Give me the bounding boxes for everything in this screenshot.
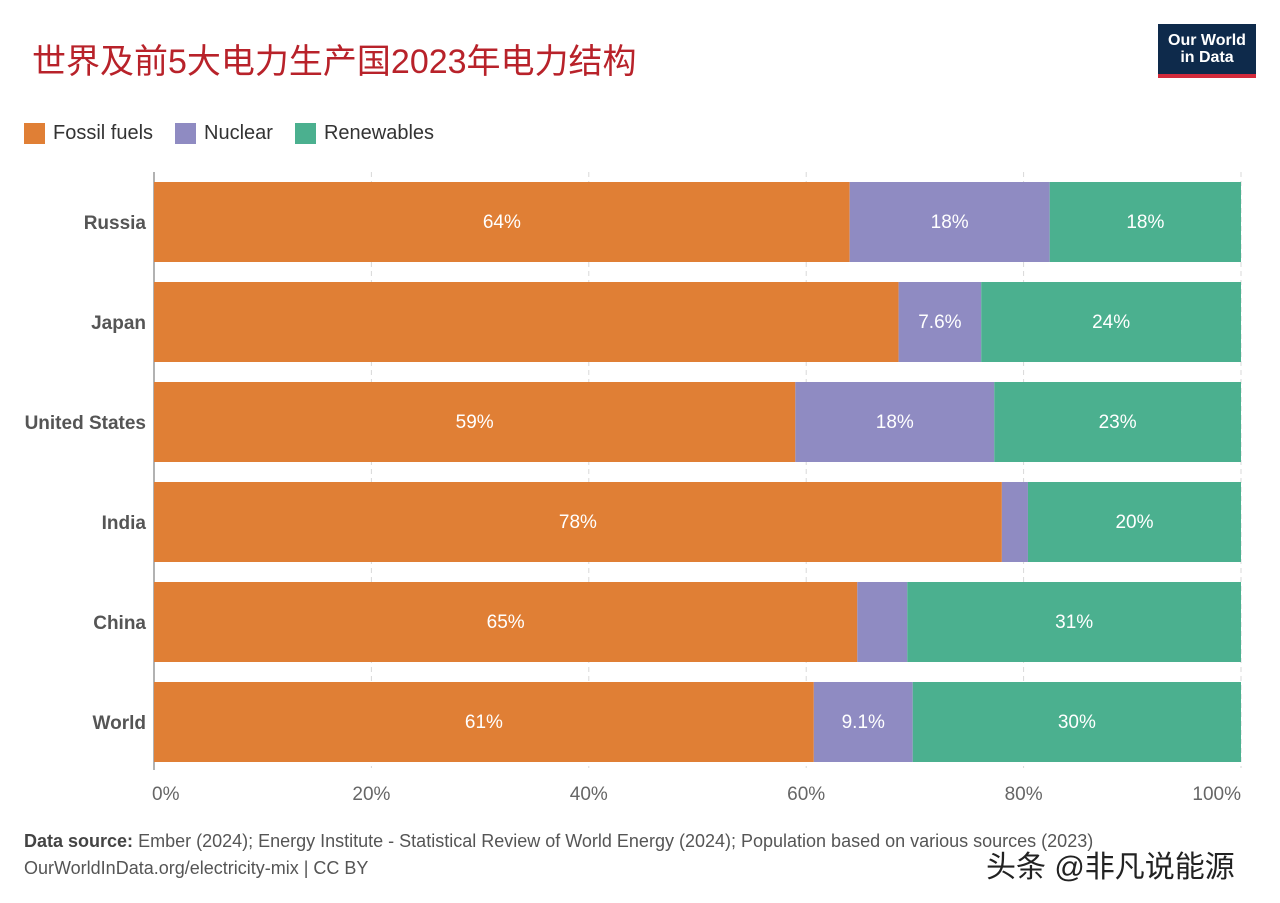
data-label: 31% xyxy=(1055,612,1093,633)
logo-line-2: in Data xyxy=(1180,49,1234,66)
legend-label-nuclear: Nuclear xyxy=(204,122,273,144)
bar-segment xyxy=(907,582,1241,662)
bar-segment xyxy=(813,682,913,762)
category-label: Russia xyxy=(84,213,147,234)
footer: Data source: Ember (2024); Energy Instit… xyxy=(24,828,1093,882)
data-label: 20% xyxy=(1115,512,1153,533)
data-label: 61% xyxy=(465,712,503,733)
bar-segment xyxy=(154,582,858,662)
x-tick-label: 40% xyxy=(570,784,608,805)
bar-segment xyxy=(857,582,908,662)
data-label: 9.1% xyxy=(842,712,885,733)
data-label: 23% xyxy=(1099,412,1137,433)
bar-segment xyxy=(154,182,850,262)
bar-segment xyxy=(154,682,814,762)
legend-swatch-renewables xyxy=(294,123,316,144)
legend-item-fossil[interactable]: Fossil fuels xyxy=(24,122,153,145)
bar-segment xyxy=(1001,482,1028,562)
data-label: 24% xyxy=(1092,312,1130,333)
data-label: 30% xyxy=(1058,712,1096,733)
logo-line-1: Our World xyxy=(1168,32,1246,49)
bar-segment xyxy=(912,682,1241,762)
bar-segment xyxy=(849,182,1050,262)
data-label: 18% xyxy=(876,412,914,433)
data-label: 18% xyxy=(931,212,969,233)
bar-segment xyxy=(154,382,796,462)
legend-label-fossil: Fossil fuels xyxy=(53,122,154,144)
data-label: 65% xyxy=(487,612,525,633)
bar-segment xyxy=(994,382,1241,462)
legend-label-renewables: Renewables xyxy=(323,122,435,144)
data-label: 18% xyxy=(1126,212,1164,233)
stacked-bar-chart: 0% 20% 40% 60% 80% 100% Russia 64% 18% 18% Japan 7.… xyxy=(25,172,1242,805)
data-label: 59% xyxy=(456,412,494,433)
category-label: World xyxy=(93,713,146,734)
legend-swatch-nuclear xyxy=(175,123,197,144)
legend-item-renewables[interactable]: Renewables xyxy=(294,122,435,145)
bar-segment xyxy=(795,382,995,462)
category-label: United States xyxy=(25,413,146,434)
bar-segment xyxy=(898,282,982,362)
legend-swatch-fossil xyxy=(24,123,45,144)
owid-logo[interactable]: Our World in Data xyxy=(1158,24,1256,78)
bar-segment xyxy=(1027,482,1241,562)
x-tick-label: 0% xyxy=(152,784,180,805)
data-label: 64% xyxy=(483,212,521,233)
bar-segment xyxy=(981,282,1241,362)
source-link[interactable]: OurWorldInData.org/electricity-mix | CC … xyxy=(24,858,369,878)
legend: Fossil fuels Nuclear Renewables xyxy=(24,122,434,145)
x-tick-label: 20% xyxy=(352,784,390,805)
x-tick-label: 60% xyxy=(787,784,825,805)
category-label: India xyxy=(102,513,147,534)
data-source-label: Data source: xyxy=(24,831,134,851)
bar-segment xyxy=(154,282,899,362)
x-tick-label: 100% xyxy=(1192,784,1241,805)
data-source: Data source: Ember (2024); Energy Instit… xyxy=(24,828,1093,855)
data-label: 7.6% xyxy=(918,312,961,333)
chart-title: 世界及前5大电力生产国2023年电力结构 xyxy=(32,43,637,81)
watermark: 头条 @非凡说能源 xyxy=(986,851,1235,884)
bar-segment xyxy=(1049,182,1241,262)
x-tick-label: 80% xyxy=(1005,784,1043,805)
legend-item-nuclear[interactable]: Nuclear xyxy=(175,122,273,145)
category-label: Japan xyxy=(91,313,146,334)
category-label: China xyxy=(93,613,146,634)
bar-segment xyxy=(154,482,1002,562)
data-label: 78% xyxy=(559,512,597,533)
data-source-text: Ember (2024); Energy Institute - Statist… xyxy=(138,831,1094,851)
